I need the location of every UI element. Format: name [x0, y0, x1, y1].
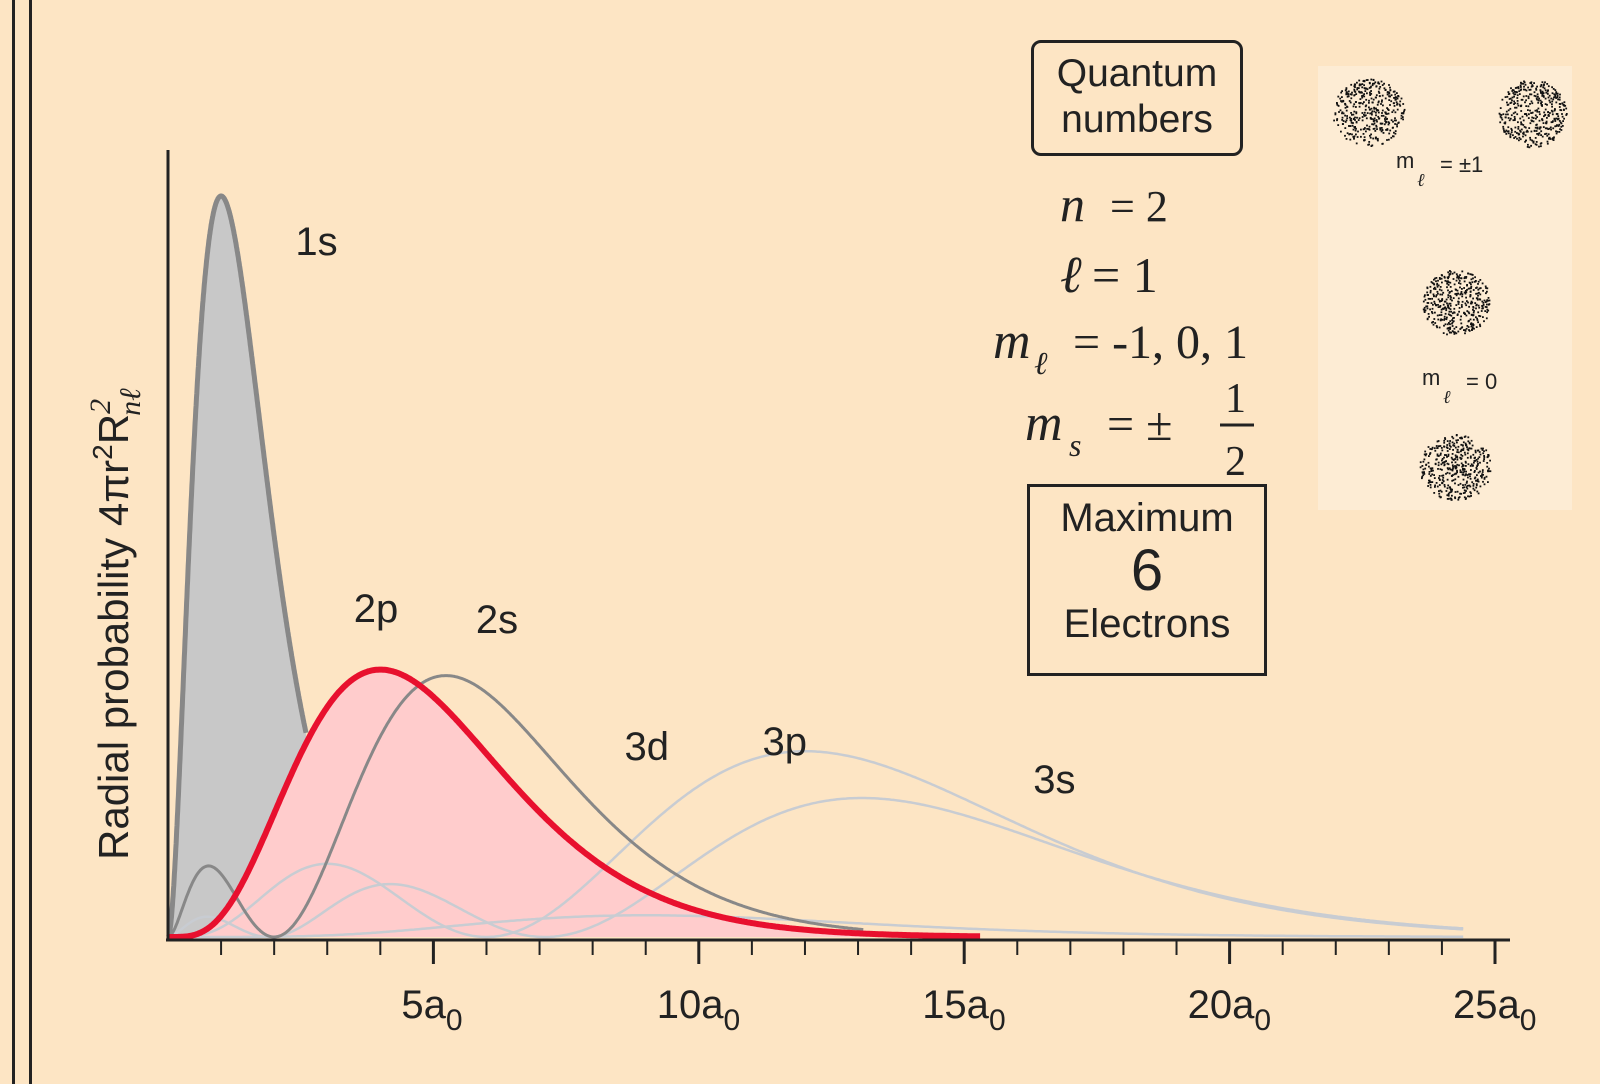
orbital-clouds: [1333, 78, 1568, 501]
curve-2s: [167, 674, 864, 939]
x-ticks: [220, 940, 1497, 964]
y-axis-label: Radial probability 4πr2R2nℓ: [84, 388, 147, 860]
ms-symbol: m: [1025, 395, 1063, 452]
ml-value: = -1, 0, 1: [1073, 316, 1248, 369]
ml-0-sub: ℓ: [1443, 387, 1451, 407]
quantum-title-line1: Quantum: [1056, 52, 1218, 95]
ml-pm1-m: m: [1396, 148, 1414, 173]
quantum-title-line2: numbers: [1061, 98, 1213, 141]
max-line1: Maximum: [1060, 496, 1234, 540]
curve-3p: [168, 749, 1464, 939]
orbital-cloud-2: [1498, 80, 1568, 149]
l-value: = 1: [1092, 247, 1158, 303]
ml-pm1-value: = ±1: [1440, 152, 1483, 177]
orbital-cloud-4: [1419, 434, 1492, 501]
ml-subscript: ℓ: [1034, 345, 1048, 381]
ml-0-value: = 0: [1466, 369, 1497, 394]
curve-label-2s: 2s: [476, 598, 518, 642]
curve-1s: [166, 193, 309, 940]
l-symbol: ℓ: [1060, 247, 1082, 304]
curve-3d: [168, 914, 1464, 939]
tick-label-5: 5a0: [401, 983, 462, 1037]
tick-label-15: 15a0: [922, 983, 1005, 1037]
ms-value: = ±: [1107, 398, 1172, 451]
curve-3s: [167, 796, 1464, 939]
ml-pm1-sub: ℓ: [1417, 170, 1425, 190]
ml-symbol: m: [993, 313, 1031, 370]
max-line3: Electrons: [1063, 602, 1231, 646]
curve-2p: [168, 666, 981, 940]
tick-label-25: 25a0: [1453, 983, 1536, 1037]
tick-label-20: 20a0: [1188, 983, 1271, 1037]
ms-subscript: s: [1069, 427, 1081, 463]
fill-1s: [168, 196, 307, 937]
tick-label-10: 10a0: [657, 983, 740, 1037]
curve-labels: 1s 2s 2p 3s 3p 3d: [295, 220, 1075, 802]
orbital-cloud-3: [1422, 270, 1491, 336]
frame-line-inner: [29, 0, 32, 1084]
orbital-cloud-1: [1333, 78, 1406, 147]
curve-label-3s: 3s: [1033, 758, 1075, 802]
left-frame-border: [0, 0, 42, 1084]
max-count: 6: [1130, 538, 1164, 603]
fill-2p: [168, 669, 981, 937]
curve-label-3p: 3p: [762, 720, 807, 764]
frame-line-outer: [12, 0, 15, 1084]
curve-fills: [168, 196, 981, 937]
curve-label-1s: 1s: [295, 220, 337, 264]
inset-labels: m ℓ = ±1 m ℓ = 0: [1396, 148, 1497, 407]
ms-denominator: 2: [1225, 439, 1246, 485]
x-tick-labels: 5a0 10a0 15a0 20a0 25a0: [401, 983, 1536, 1037]
ms-numerator: 1: [1225, 376, 1246, 422]
curve-label-3d: 3d: [624, 725, 669, 769]
curve-lines: [166, 193, 1464, 940]
n-value: = 2: [1110, 182, 1168, 231]
quantum-numbers-box: Quantum numbers: [1031, 40, 1243, 156]
maximum-electrons-box: Maximum 6 Electrons: [1027, 484, 1267, 676]
curve-label-2p: 2p: [354, 587, 399, 631]
axes: [166, 150, 1510, 942]
ml-0-m: m: [1422, 365, 1440, 390]
quantum-equations: n = 2 ℓ = 1 m ℓ = -1, 0, 1 m s = ± 1 2: [993, 176, 1254, 485]
n-symbol: n: [1060, 176, 1085, 232]
